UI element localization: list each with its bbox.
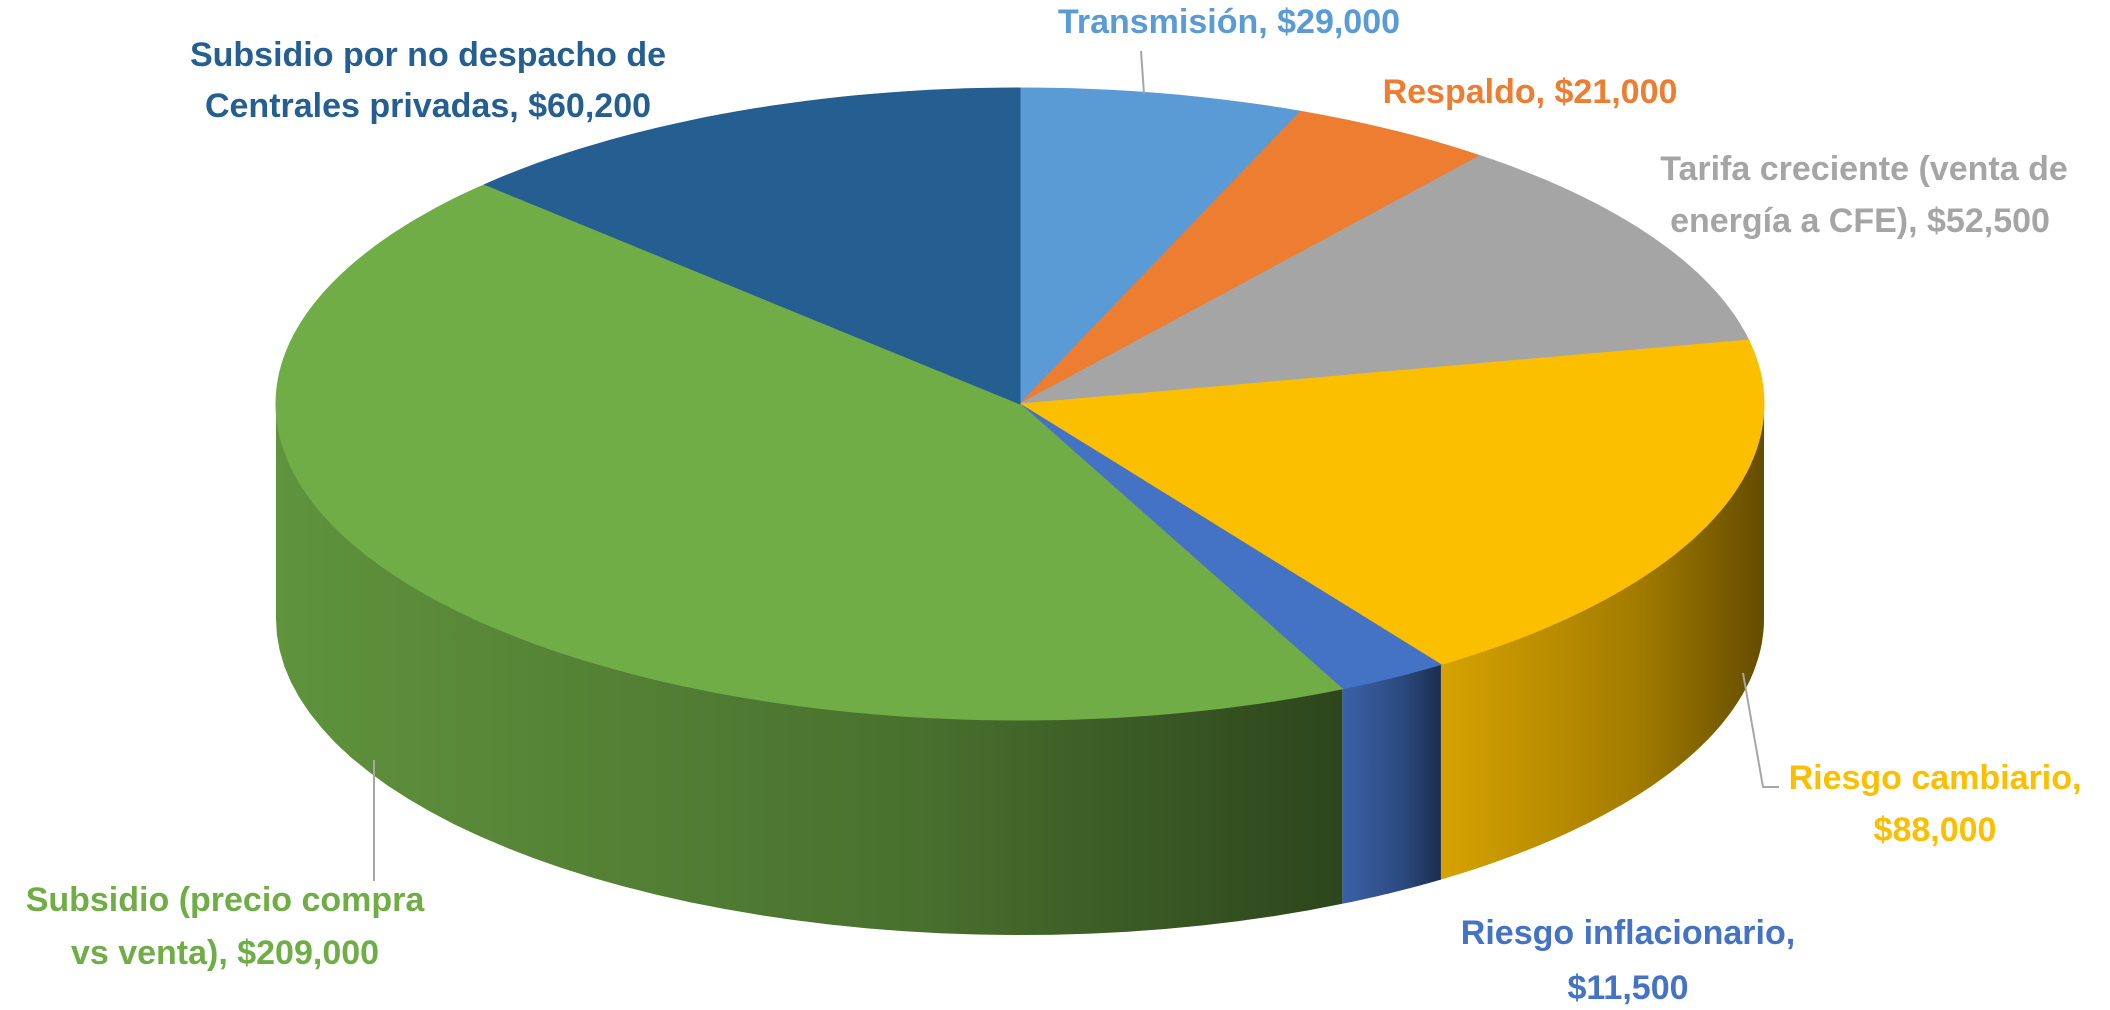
data-label: Transmisión, $29,000 — [1058, 3, 1400, 41]
pie-slice — [1019, 403, 1443, 690]
data-label: $11,500 — [1567, 969, 1688, 1007]
data-label: $88,000 — [1874, 811, 1997, 849]
data-label: Subsidio por no despacho de — [190, 36, 666, 74]
pie-slice — [1019, 87, 1302, 406]
pie-side-shade — [1342, 664, 1441, 904]
pie-sides — [276, 404, 1764, 935]
data-label: Riesgo cambiario, — [1789, 759, 2082, 797]
pie-slice — [275, 183, 1344, 721]
pie-side-shade — [276, 404, 1343, 935]
data-label: Riesgo inflacionario, — [1461, 914, 1795, 952]
data-label: Centrales privadas, $60,200 — [205, 87, 651, 125]
data-label: energía a CFE), $52,500 — [1670, 202, 2050, 240]
data-label: vs venta), $209,000 — [71, 934, 379, 972]
pie-slice — [1019, 110, 1482, 405]
pie-slice — [1019, 155, 1750, 405]
labels: Transmisión, $29,000 Respaldo, $21,000 Tar… — [26, 3, 2082, 1007]
data-label: Respaldo, $21,000 — [1383, 73, 1678, 111]
pie-slice — [483, 87, 1021, 405]
data-label: Subsidio (precio compra — [26, 881, 426, 919]
leader-line — [1742, 672, 1779, 788]
leader-line — [1140, 50, 1145, 95]
data-label: Tarifa creciente (venta de — [1660, 150, 2068, 188]
pie-side-shade — [1440, 404, 1764, 880]
pie-slice — [1018, 339, 1765, 666]
pie-tops — [275, 87, 1765, 721]
